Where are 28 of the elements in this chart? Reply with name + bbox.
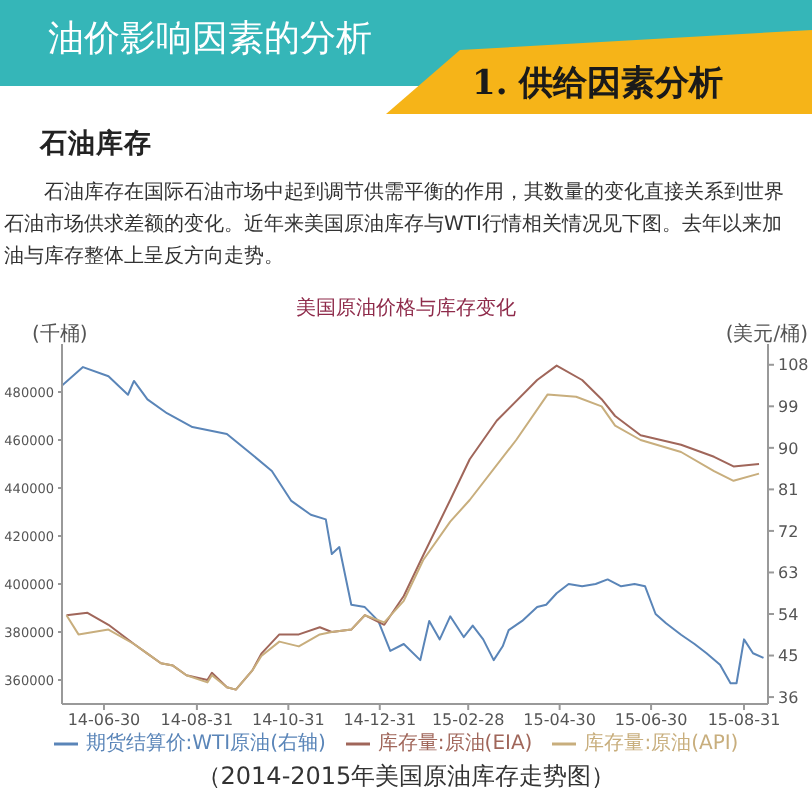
text: 石油库存 <box>40 126 152 162</box>
x-tick-label: 14-12-31 <box>343 711 417 730</box>
text: 石油库存在国际石油市场中起到调节供需平衡的作用，其数量的变化直接关系到世界石油市场供求差额的变化。近年来美国原油库存与WTI行情相关情况见下图。去年以来加油与库存整体上呈反方向走势。 <box>4 179 786 272</box>
y2-tick-label: 54 <box>778 605 799 624</box>
y2-tick-label: 90 <box>778 439 799 458</box>
legend-label: 库存量:原油(EIA) <box>377 733 533 756</box>
y2-tick-label: 63 <box>778 564 799 583</box>
legend-label: 期货结算价:WTI原油(右轴) <box>85 733 326 756</box>
x-tick-label: 15-06-30 <box>614 711 688 730</box>
y2-tick-label: 81 <box>778 481 799 500</box>
x-tick-label: 14-06-30 <box>67 711 141 730</box>
legend-label: 库存量:原油(API) <box>584 733 739 756</box>
text: 1. 供给因素分析 <box>472 62 724 106</box>
y2-tick-label: 108 <box>778 356 809 375</box>
y-axis-title: (千桶) <box>32 324 88 348</box>
chart-title: 美国原油价格与库存变化 <box>294 298 518 322</box>
y2-tick-label: 45 <box>778 647 799 666</box>
x-tick-label: 15-08-31 <box>707 711 781 730</box>
text: （2014-2015年美国原油库存走势图） <box>194 760 618 792</box>
text: 油价影响因素的分析 <box>48 16 372 64</box>
x-tick-label: 15-04-30 <box>523 711 596 730</box>
x-tick-label: 14-10-31 <box>252 711 325 730</box>
x-tick-label: 15-02-28 <box>431 711 505 730</box>
y2-axis-title: (美元/桶) <box>725 324 808 348</box>
y2-tick-label: 99 <box>778 397 799 416</box>
y2-tick-label: 36 <box>778 688 799 707</box>
y2-tick-label: 72 <box>778 522 799 541</box>
x-tick-label: 14-08-31 <box>160 711 234 730</box>
